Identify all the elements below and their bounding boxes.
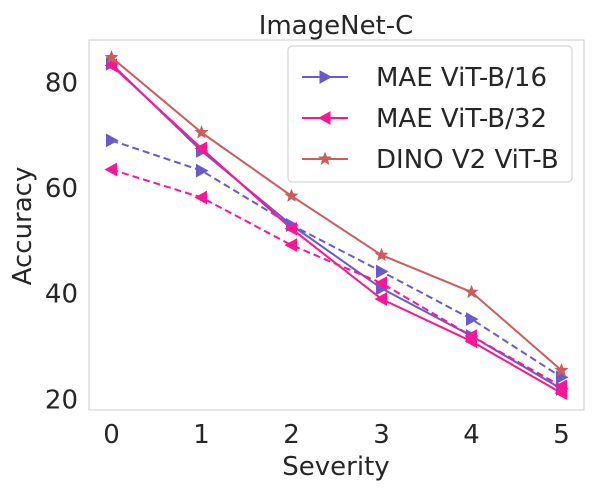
y-tick-label: 40 [45, 280, 78, 310]
data-point [104, 50, 119, 64]
data-point [374, 276, 387, 290]
data-point [284, 188, 299, 202]
y-tick-label: 60 [45, 174, 78, 204]
data-point [104, 58, 117, 73]
series-5 [104, 50, 569, 377]
x-tick-label: 1 [193, 420, 210, 450]
x-tick-label: 5 [553, 420, 570, 450]
data-point [374, 247, 389, 262]
x-tick-label: 0 [103, 420, 120, 450]
series-line [111, 139, 563, 379]
legend-entry: DINO V2 ViT-B [302, 145, 559, 175]
legend: MAE ViT-B/16 MAE ViT-B/32 DINO V2 ViT-B [287, 45, 573, 183]
legend-marker [318, 151, 332, 166]
data-point [554, 379, 567, 394]
series-layer [104, 50, 569, 400]
data-point [464, 284, 479, 299]
y-tick-label: 20 [45, 385, 78, 415]
y-tick-labels: 20 40 60 80 [45, 68, 78, 415]
data-point [466, 312, 479, 326]
legend-marker [319, 70, 333, 84]
data-point [104, 162, 117, 177]
series-line [111, 168, 562, 388]
x-axis-label: Severity [282, 452, 389, 482]
data-point [284, 221, 297, 236]
data-point [196, 163, 209, 178]
y-tick-label: 80 [45, 68, 78, 98]
plot-frame [88, 39, 585, 411]
data-point [554, 363, 569, 377]
series-4 [104, 162, 567, 394]
data-point [464, 329, 477, 343]
legend-label: MAE ViT-B/32 [376, 104, 547, 134]
x-tick-label: 4 [463, 420, 480, 450]
x-tick-label: 2 [283, 420, 300, 450]
legend-entry: MAE ViT-B/16 [302, 63, 547, 93]
y-axis-label: Accuracy [8, 167, 38, 286]
data-point [194, 125, 209, 139]
legend-label: MAE ViT-B/16 [376, 63, 547, 93]
series-line [110, 56, 563, 372]
x-tick-labels: 0 1 2 3 4 5 [103, 420, 570, 450]
chart-title: ImageNet-C [259, 11, 414, 41]
x-tick-label: 3 [373, 420, 390, 450]
legend-marker [317, 111, 331, 125]
legend-label: DINO V2 ViT-B [376, 145, 559, 175]
data-point [194, 190, 207, 205]
series-line [110, 63, 563, 390]
legend-entry: MAE ViT-B/32 [302, 104, 547, 134]
data-point [194, 141, 207, 156]
data-point [374, 292, 387, 306]
data-point [284, 238, 297, 252]
data-point [106, 133, 119, 148]
series-2 [106, 133, 569, 385]
data-point [376, 264, 389, 279]
legend-frame [287, 45, 573, 183]
